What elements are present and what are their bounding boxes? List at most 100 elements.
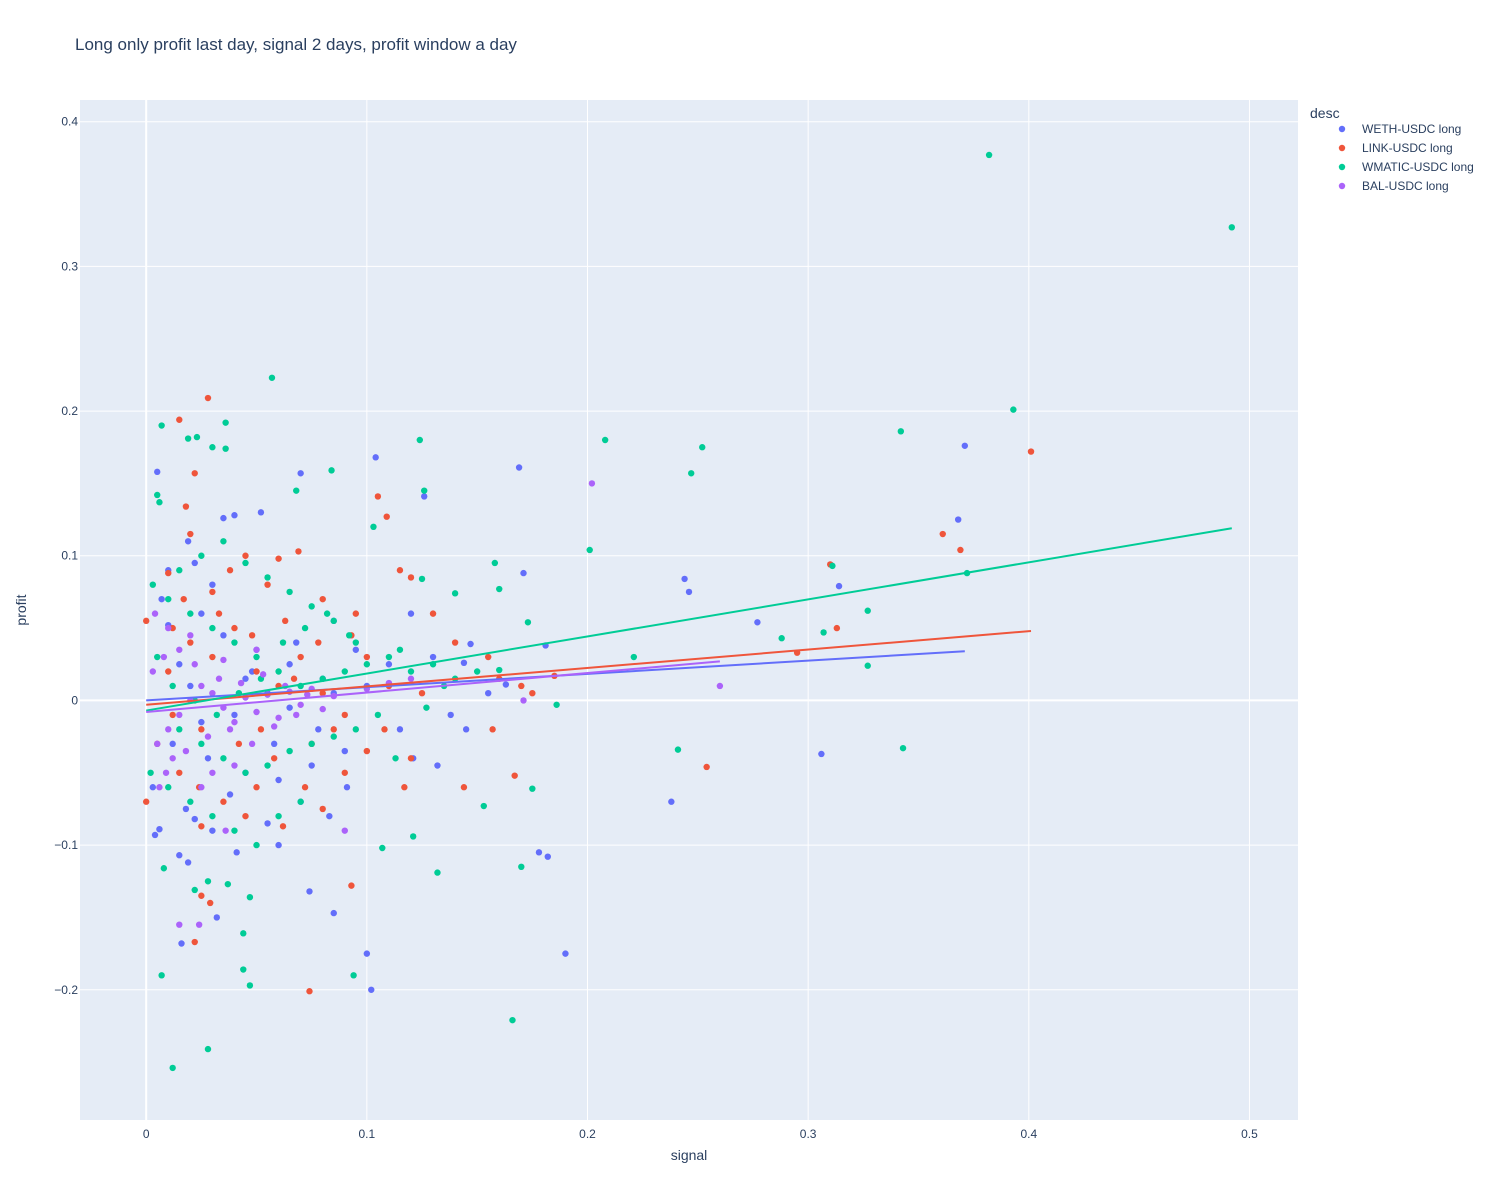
data-point[interactable]: [703, 763, 710, 771]
data-point[interactable]: [253, 708, 260, 716]
data-point[interactable]: [520, 569, 527, 577]
data-point[interactable]: [352, 639, 360, 646]
data-point[interactable]: [308, 740, 315, 748]
data-point[interactable]: [319, 689, 326, 697]
data-point[interactable]: [363, 950, 371, 957]
data-point[interactable]: [460, 784, 468, 791]
data-point[interactable]: [253, 668, 260, 675]
data-point[interactable]: [156, 499, 163, 506]
data-point[interactable]: [630, 653, 638, 661]
data-point[interactable]: [242, 559, 249, 567]
data-point[interactable]: [434, 762, 441, 769]
data-point[interactable]: [169, 1064, 176, 1072]
data-point[interactable]: [187, 798, 194, 805]
data-point[interactable]: [586, 546, 593, 554]
data-point[interactable]: [198, 552, 205, 559]
data-point[interactable]: [222, 445, 229, 452]
data-point[interactable]: [301, 784, 309, 791]
data-point[interactable]: [176, 661, 183, 668]
data-point[interactable]: [270, 740, 278, 748]
legend-item[interactable]: WMATIC-USDC long: [1338, 160, 1474, 174]
data-point[interactable]: [198, 740, 205, 748]
data-point[interactable]: [374, 711, 382, 719]
data-point[interactable]: [160, 865, 168, 872]
data-point[interactable]: [151, 610, 159, 617]
data-point[interactable]: [363, 661, 371, 668]
data-point[interactable]: [198, 718, 205, 726]
data-point[interactable]: [149, 581, 157, 588]
trendline[interactable]: [146, 527, 1232, 712]
data-point[interactable]: [187, 682, 194, 690]
data-point[interactable]: [352, 646, 360, 653]
data-point[interactable]: [374, 493, 382, 500]
data-point[interactable]: [259, 671, 267, 678]
data-point[interactable]: [529, 689, 536, 697]
data-point[interactable]: [231, 827, 238, 834]
data-point[interactable]: [242, 552, 249, 559]
data-point[interactable]: [206, 899, 214, 907]
data-point[interactable]: [473, 668, 481, 675]
data-point[interactable]: [535, 849, 543, 856]
data-point[interactable]: [154, 740, 161, 748]
data-point[interactable]: [957, 546, 964, 554]
data-point[interactable]: [176, 567, 183, 574]
data-point[interactable]: [184, 859, 192, 866]
data-point[interactable]: [961, 442, 969, 449]
data-point[interactable]: [297, 653, 304, 661]
data-point[interactable]: [253, 784, 260, 791]
data-point[interactable]: [562, 950, 569, 957]
data-point[interactable]: [231, 639, 238, 646]
data-point[interactable]: [778, 635, 785, 642]
data-point[interactable]: [209, 769, 216, 776]
data-point[interactable]: [209, 581, 216, 588]
data-point[interactable]: [165, 784, 172, 791]
data-point[interactable]: [204, 733, 212, 740]
data-point[interactable]: [985, 151, 993, 159]
data-point[interactable]: [178, 940, 185, 947]
data-point[interactable]: [264, 820, 271, 827]
data-point[interactable]: [253, 646, 260, 653]
data-point[interactable]: [264, 762, 271, 769]
data-point[interactable]: [176, 726, 183, 733]
data-point[interactable]: [151, 831, 159, 839]
data-point[interactable]: [341, 668, 348, 675]
data-point[interactable]: [1228, 224, 1236, 231]
data-point[interactable]: [257, 726, 265, 733]
data-point[interactable]: [418, 575, 426, 583]
data-point[interactable]: [601, 436, 609, 444]
data-point[interactable]: [674, 746, 682, 753]
data-point[interactable]: [286, 747, 293, 755]
data-point[interactable]: [323, 610, 331, 617]
data-point[interactable]: [204, 755, 212, 762]
data-point[interactable]: [509, 1016, 516, 1024]
data-point[interactable]: [182, 805, 190, 813]
data-point[interactable]: [416, 436, 424, 444]
data-point[interactable]: [407, 668, 415, 675]
data-point[interactable]: [215, 610, 223, 617]
data-point[interactable]: [451, 639, 459, 646]
data-point[interactable]: [149, 668, 157, 675]
data-point[interactable]: [220, 798, 227, 805]
data-point[interactable]: [588, 480, 596, 487]
data-point[interactable]: [341, 769, 348, 776]
legend-items[interactable]: WETH-USDC long LINK-USDC long WMATIC-USDC …: [1338, 122, 1474, 193]
data-point[interactable]: [142, 798, 150, 805]
data-point[interactable]: [286, 661, 293, 668]
data-point[interactable]: [160, 653, 168, 661]
data-point[interactable]: [520, 697, 527, 704]
data-point[interactable]: [518, 863, 525, 871]
data-point[interactable]: [226, 567, 234, 574]
data-point[interactable]: [165, 668, 172, 675]
data-point[interactable]: [330, 909, 337, 917]
data-point[interactable]: [418, 689, 426, 697]
data-point[interactable]: [383, 513, 390, 520]
data-point[interactable]: [204, 1045, 212, 1053]
data-point[interactable]: [158, 972, 165, 979]
data-point[interactable]: [460, 659, 468, 667]
data-point[interactable]: [220, 538, 227, 545]
data-point[interactable]: [246, 982, 254, 989]
data-point[interactable]: [158, 595, 165, 603]
data-point[interactable]: [524, 619, 532, 626]
data-point[interactable]: [385, 661, 393, 668]
data-point[interactable]: [198, 726, 205, 733]
